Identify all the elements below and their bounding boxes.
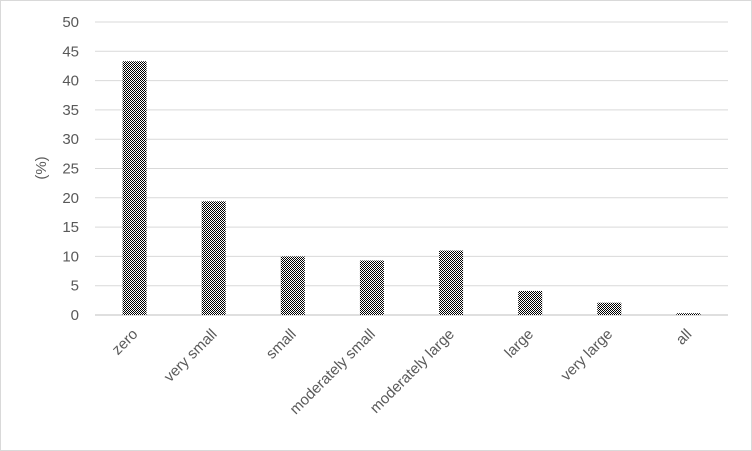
bar-zero (122, 61, 147, 316)
bar-all (676, 313, 701, 315)
x-category-label: very large (558, 326, 617, 385)
bars (122, 61, 701, 316)
x-category-label: small (263, 326, 300, 363)
x-category-label: zero (109, 326, 142, 359)
y-tick-label: 20 (62, 190, 79, 207)
bar-small (280, 256, 305, 315)
x-category-label: all (673, 326, 696, 349)
y-tick-label: 50 (62, 14, 79, 31)
y-axis-label: (%) (33, 156, 50, 179)
gridlines (95, 21, 728, 316)
y-tick-label: 40 (62, 73, 79, 90)
y-axis-ticks: 0 5 10 15 20 25 30 35 40 45 50 (62, 14, 79, 324)
bar-moderately-large (439, 250, 464, 315)
bar-very-small (201, 201, 226, 315)
x-category-label: very small (161, 326, 221, 386)
y-tick-label: 5 (71, 278, 79, 295)
y-tick-label: 30 (62, 131, 79, 148)
y-tick-label: 45 (62, 43, 79, 60)
x-category-label: moderately small (287, 326, 379, 418)
y-tick-label: 10 (62, 248, 79, 265)
bar-very-large (597, 302, 622, 315)
bar-large (518, 290, 543, 315)
y-tick-label: 0 (71, 307, 79, 324)
x-category-label: moderately large (367, 326, 458, 417)
y-tick-label: 35 (62, 102, 79, 119)
y-tick-label: 15 (62, 219, 79, 236)
x-category-label: large (501, 326, 537, 362)
bar-moderately-small (359, 260, 384, 315)
y-tick-label: 25 (62, 161, 79, 178)
